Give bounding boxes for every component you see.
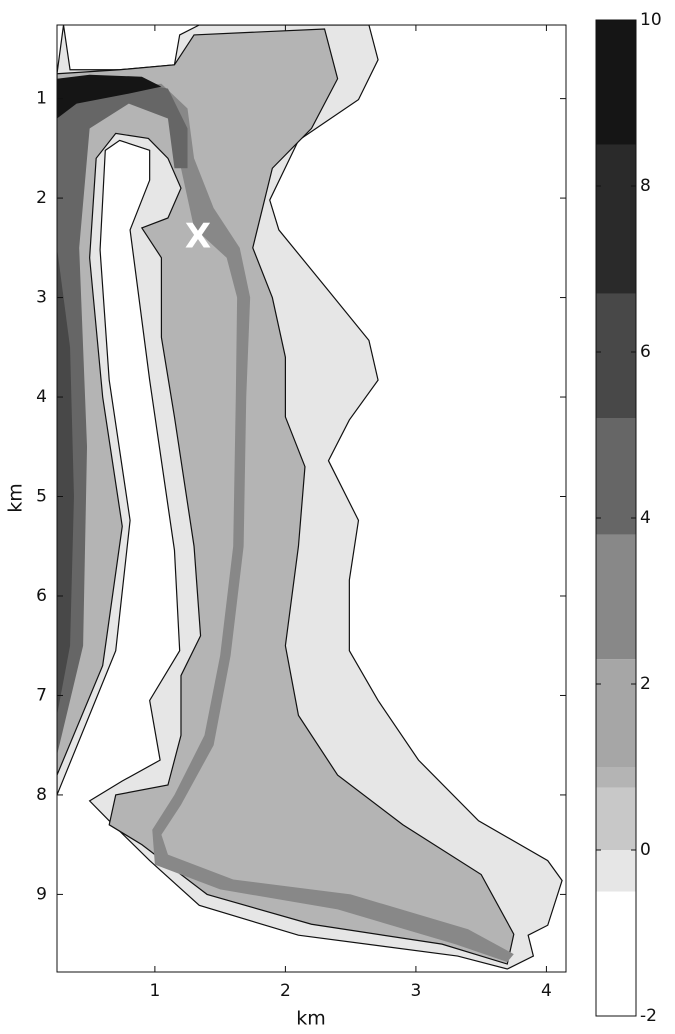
y-tick-label: 7: [36, 685, 47, 705]
x-tick-label: 4: [541, 981, 552, 1001]
colorbar-band: [596, 535, 636, 660]
y-tick-label: 1: [36, 89, 47, 109]
y-tick-label: 2: [36, 188, 47, 208]
colorbar-tick-label: -2: [640, 1006, 657, 1026]
colorbar-tick-label: 8: [640, 176, 651, 196]
colorbar-band: [596, 788, 636, 850]
colorbar-tick-label: 10: [640, 10, 662, 30]
colorbar-band: [596, 20, 636, 145]
x-tick-label: 3: [410, 981, 421, 1001]
y-tick-label: 8: [36, 785, 47, 805]
y-tick-label: 6: [36, 586, 47, 606]
colorbar-tick-label: 0: [640, 840, 651, 860]
colorbar-band: [596, 767, 636, 788]
colorbar-tick-label: 4: [640, 508, 651, 528]
x-tick-label: 2: [280, 981, 291, 1001]
colorbar-band: [596, 294, 636, 419]
marker-label: X: [185, 216, 211, 256]
x-tick-label: 1: [149, 981, 160, 1001]
y-tick-label: 4: [36, 387, 47, 407]
colorbar-tick-label: 6: [640, 342, 651, 362]
colorbar-band: [596, 850, 636, 892]
chart: km km X 1 2 3 4 1 2 3 4 5 6 7 8 9 -2 0 2 4 6 8 10: [0, 0, 675, 1034]
colorbar-band: [596, 659, 636, 767]
y-tick-label: 5: [36, 487, 47, 507]
colorbar-band: [596, 145, 636, 294]
x-axis-label: km: [296, 1008, 326, 1030]
plot-area: [57, 25, 562, 969]
colorbar-band: [596, 892, 636, 1017]
colorbar-band: [596, 418, 636, 534]
y-axis-label: km: [5, 483, 27, 513]
colorbar-tick-label: 2: [640, 674, 651, 694]
y-tick-label: 9: [36, 884, 47, 904]
y-tick-label: 3: [36, 288, 47, 308]
